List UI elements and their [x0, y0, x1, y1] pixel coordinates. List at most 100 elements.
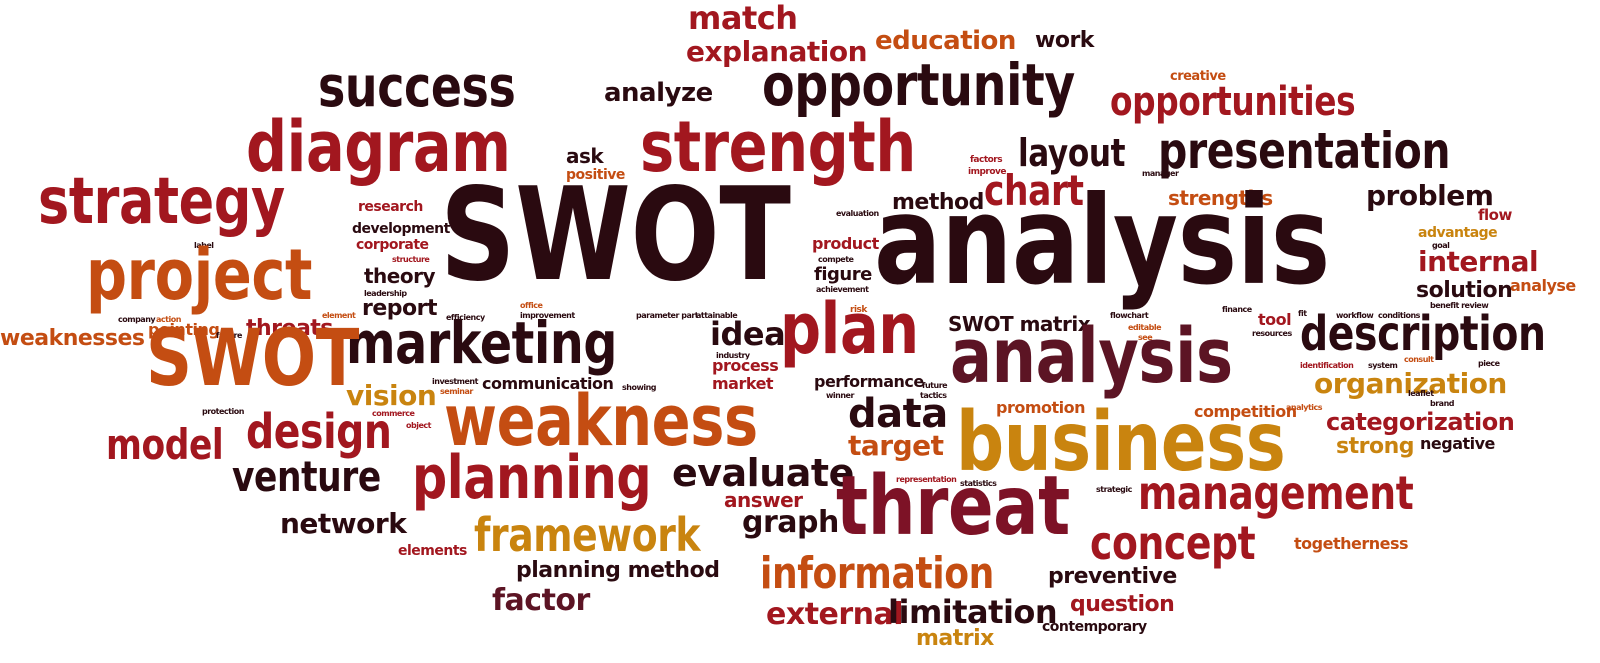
word-internal: internal — [1418, 245, 1539, 278]
word-office: office — [520, 301, 543, 310]
word-goal: goal — [1432, 241, 1450, 250]
word-matrix: matrix — [916, 626, 994, 651]
word-company: company — [118, 315, 156, 324]
word-system: system — [1368, 361, 1398, 370]
word-method: method — [892, 190, 984, 215]
word-strength: strength — [640, 106, 916, 188]
word-presentation: presentation — [1158, 122, 1451, 180]
word-layout: layout — [1018, 131, 1126, 175]
word-compete: compete — [818, 255, 854, 264]
word-consult: consult — [1404, 355, 1434, 364]
word-planning: planning — [412, 443, 652, 513]
word-report: report — [362, 296, 438, 321]
word-object: object — [406, 421, 431, 430]
word-positive: positive — [566, 167, 625, 183]
word-winner: winner — [826, 391, 854, 400]
word-work: work — [1035, 28, 1094, 53]
word-flowchart: flowchart — [1110, 311, 1149, 320]
word-weaknesses: weaknesses — [0, 326, 145, 351]
word-evaluate: evaluate — [672, 451, 854, 495]
word-factor: factor — [492, 583, 590, 618]
word-industry: industry — [716, 351, 750, 360]
word-process: process — [712, 356, 779, 375]
word-creative: creative — [1170, 69, 1226, 84]
word-swot-matrix: SWOT matrix — [948, 312, 1091, 336]
word-limitation: limitation — [888, 593, 1058, 631]
word-conditions: conditions — [1378, 311, 1420, 320]
word-research: research — [358, 199, 423, 215]
word-analyze: analyze — [604, 78, 713, 108]
word-external: external — [766, 597, 904, 632]
word-elements: elements — [398, 543, 467, 559]
word-improve: improve — [968, 167, 1007, 177]
word-future: future — [922, 381, 948, 390]
word-strengths: strengths — [1168, 186, 1273, 210]
word-plan: plan — [780, 288, 919, 370]
word-weakness: weakness — [444, 380, 758, 462]
word-failure: failure — [216, 331, 242, 340]
word-commerce: commerce — [372, 409, 415, 418]
word-venture: venture — [232, 452, 381, 501]
word-framework: framework — [474, 508, 701, 562]
word-risk: risk — [850, 305, 867, 315]
word-vision: vision — [346, 379, 437, 412]
word-swot-mid: SWOT — [146, 314, 359, 404]
word-tactics: tactics — [920, 391, 947, 400]
word-piece: piece — [1478, 359, 1500, 368]
word-description: description — [1300, 306, 1546, 362]
word-theory: theory — [364, 264, 436, 288]
word-graph: graph — [742, 505, 839, 540]
word-benefit-review: benefit review — [1430, 301, 1489, 310]
word-chart: chart — [984, 166, 1084, 215]
word-match: match — [688, 0, 798, 37]
word-opportunity: opportunity — [762, 51, 1075, 119]
word-ask: ask — [566, 144, 604, 168]
word-development: development — [352, 221, 450, 237]
word-project: project — [86, 234, 313, 316]
word-workflow: workflow — [1336, 311, 1374, 320]
word-education: education — [875, 26, 1016, 56]
word-product: product — [812, 234, 879, 253]
word-communication: communication — [482, 374, 614, 393]
word-brand: brand — [1430, 399, 1455, 408]
word-efficiency: efficiency — [446, 313, 485, 322]
word-idea: idea — [710, 315, 786, 353]
word-corporate: corporate — [356, 237, 429, 253]
word-identification: identification — [1300, 361, 1354, 370]
word-action: action — [156, 315, 181, 324]
word-figure: figure — [814, 264, 872, 285]
word-contemporary: contemporary — [1042, 619, 1147, 635]
word-network: network — [280, 507, 407, 540]
word-question: question — [1070, 592, 1175, 617]
word-analyse: analyse — [1510, 276, 1576, 295]
word-resources: resources — [1252, 329, 1292, 338]
word-competition: competition — [1194, 402, 1297, 421]
word-solution: solution — [1416, 278, 1513, 303]
word-element: element — [322, 311, 356, 320]
word-statistics: statistics — [960, 479, 997, 488]
word-structure: structure — [392, 255, 430, 264]
word-marketing: marketing — [346, 309, 617, 377]
word-improvement: improvement — [520, 311, 575, 320]
word-performance: performance — [814, 372, 924, 391]
word-seminar: seminar — [440, 387, 473, 396]
word-answer: answer — [724, 488, 803, 512]
word-opportunities: opportunities — [1110, 79, 1356, 125]
word-information: information — [760, 548, 994, 599]
word-threats: threats — [246, 316, 333, 341]
word-finance: finance — [1222, 305, 1252, 314]
word-data: data — [848, 391, 948, 437]
word-design: design — [246, 404, 392, 460]
word-management: management — [1138, 466, 1414, 520]
word-investment: investment — [432, 377, 478, 386]
word-threat: threat — [836, 459, 1070, 554]
word-diagram: diagram — [246, 106, 511, 188]
word-market: market — [712, 374, 774, 393]
word-concept: concept — [1090, 516, 1256, 570]
word-editable: editable — [1128, 323, 1162, 332]
word-strategic: strategic — [1096, 485, 1132, 494]
word-achievement: achievement — [816, 285, 869, 294]
word-representation: representation — [896, 475, 957, 484]
word-leadership: leadership — [364, 289, 407, 298]
word-protection: protection — [202, 407, 244, 416]
